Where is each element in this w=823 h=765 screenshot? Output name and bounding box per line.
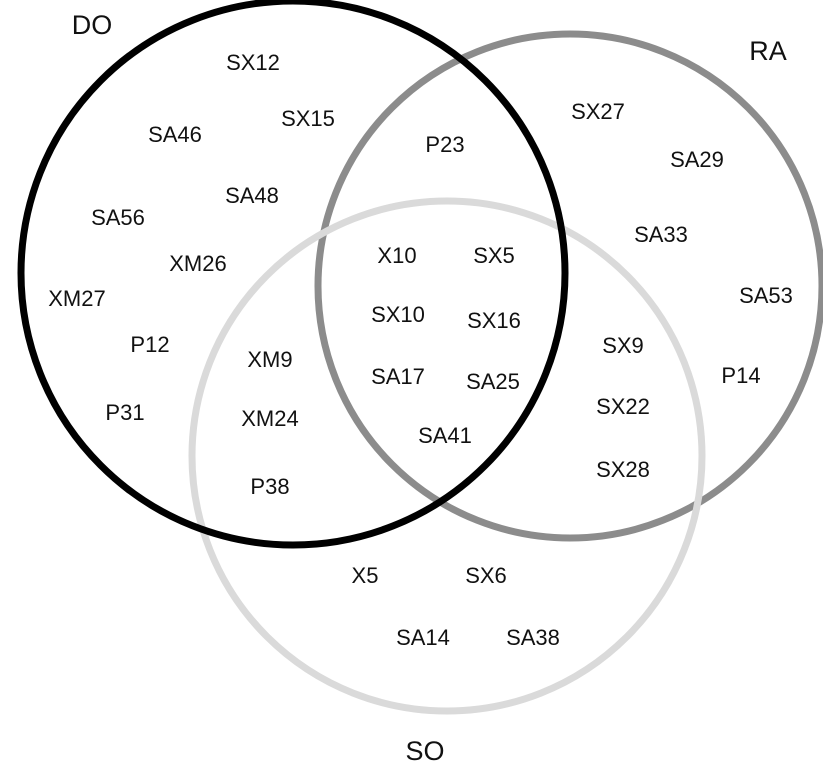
item-so-only: X5 (352, 563, 379, 588)
item-do-so: XM24 (241, 406, 298, 431)
set-title-do: DO (72, 10, 113, 40)
item-so-only: SA14 (396, 625, 450, 650)
item-do-only: XM26 (169, 251, 226, 276)
item-do-only: XM27 (48, 286, 105, 311)
item-ra-only: SA53 (739, 283, 793, 308)
item-do-so: XM9 (247, 347, 292, 372)
item-ra-so: SX28 (596, 457, 650, 482)
item-do-only: SA48 (225, 183, 279, 208)
set-title-so: SO (405, 736, 444, 765)
item-do-only: SA56 (91, 205, 145, 230)
item-do-ra-so: SX10 (371, 302, 425, 327)
item-ra-only: SX27 (571, 99, 625, 124)
item-do-ra-so: SA41 (418, 423, 472, 448)
item-do-ra-so: X10 (377, 243, 416, 268)
item-ra-only: SA29 (670, 147, 724, 172)
circle-ra (314, 30, 823, 542)
item-ra-so: SX22 (596, 394, 650, 419)
item-do-ra-so: SX5 (473, 243, 515, 268)
item-do-only: SX12 (226, 50, 280, 75)
item-do-ra: P23 (425, 132, 464, 157)
item-ra-only: P14 (721, 363, 760, 388)
item-do-only: SA46 (148, 122, 202, 147)
circle-so (188, 197, 706, 715)
item-do-only: P12 (130, 332, 169, 357)
set-title-ra: RA (749, 36, 787, 66)
item-so-only: SX6 (465, 563, 507, 588)
item-do-only: SX15 (281, 106, 335, 131)
item-do-only: P31 (105, 400, 144, 425)
item-do-ra-so: SX16 (467, 308, 521, 333)
item-do-ra-so: SA25 (466, 369, 520, 394)
item-do-so: P38 (250, 474, 289, 499)
item-ra-only: SA33 (634, 222, 688, 247)
circle-do (17, 0, 569, 549)
item-do-ra-so: SA17 (371, 364, 425, 389)
item-ra-so: SX9 (602, 333, 644, 358)
item-so-only: SA38 (506, 625, 560, 650)
